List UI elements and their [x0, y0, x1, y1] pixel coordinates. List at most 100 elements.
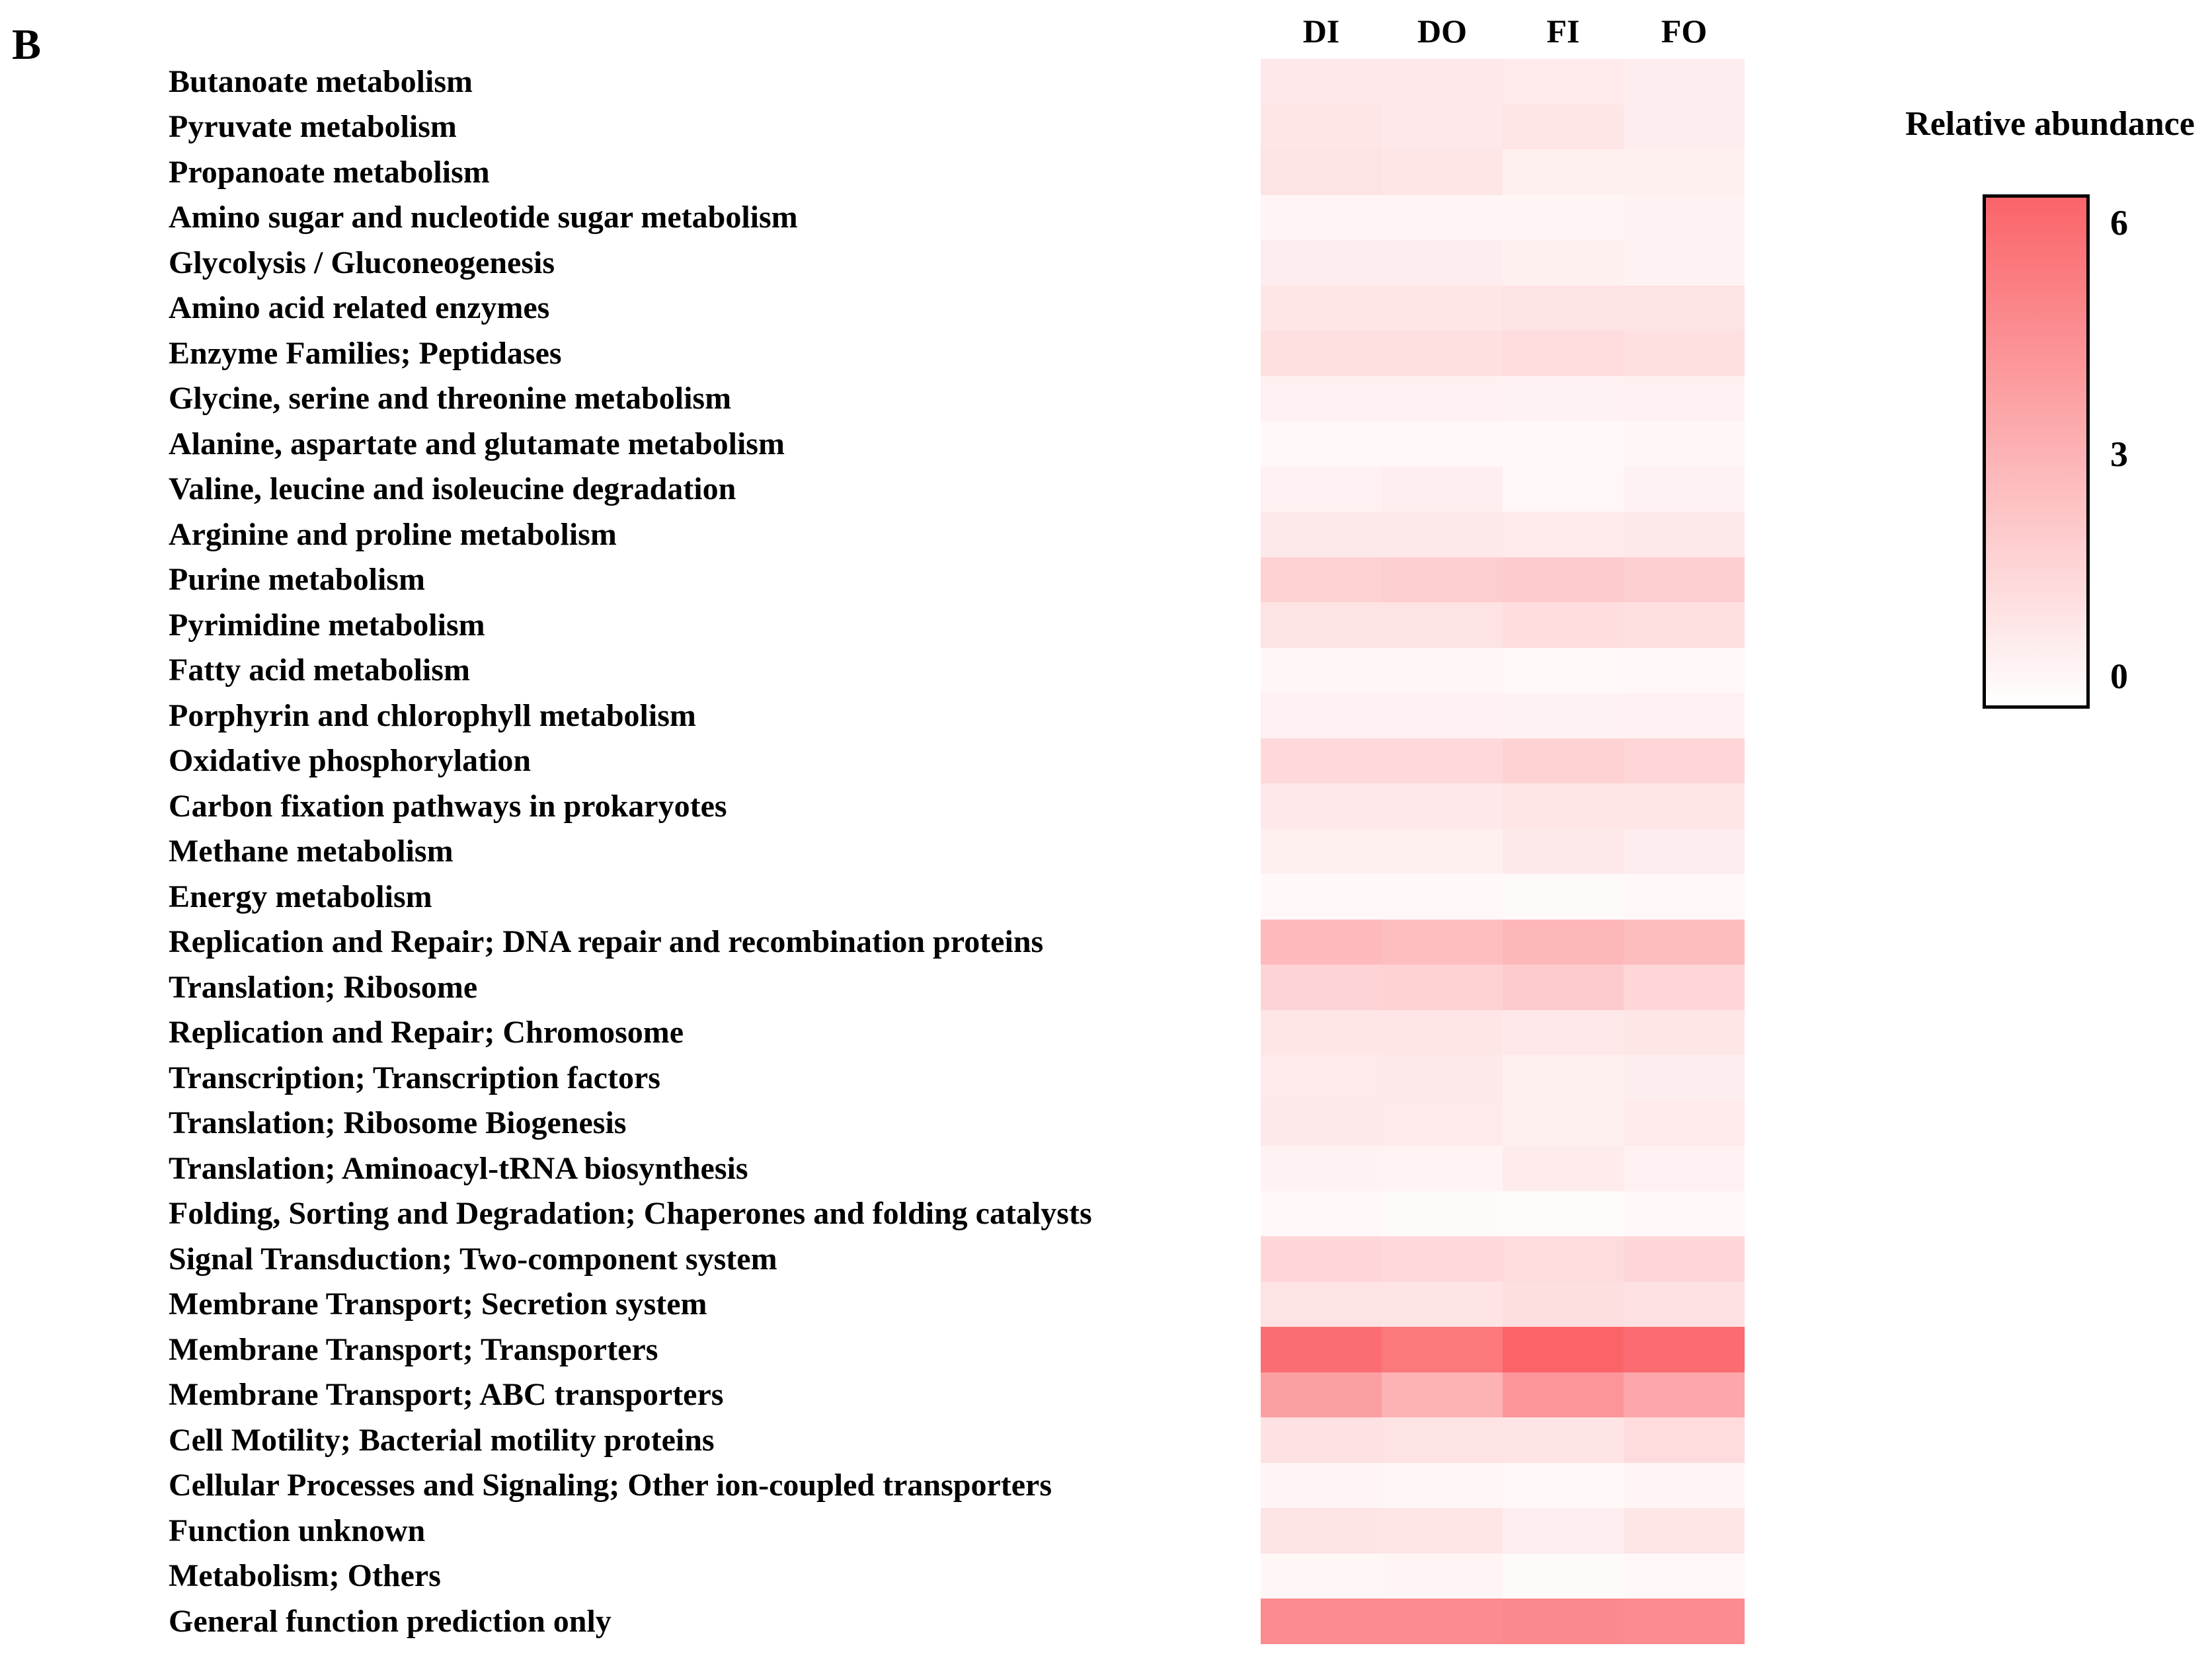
- heatmap-cell: [1382, 965, 1503, 1010]
- heatmap-cell: [1624, 421, 1745, 467]
- heatmap-cell: [1382, 1191, 1503, 1236]
- row-label: Glycolysis / Gluconeogenesis: [169, 245, 555, 280]
- heatmap-cell: [1624, 375, 1745, 421]
- heatmap-cell: [1261, 602, 1382, 648]
- heatmap-cell: [1382, 783, 1503, 829]
- heatmap-cell: [1382, 557, 1503, 602]
- heatmap-cell: [1503, 59, 1624, 104]
- heatmap-cell: [1624, 331, 1745, 376]
- row-label: Arginine and proline metabolism: [169, 516, 617, 552]
- heatmap-cell: [1261, 1009, 1382, 1055]
- heatmap-cell: [1503, 1191, 1624, 1236]
- row-label: Purine metabolism: [169, 562, 425, 598]
- heatmap-cell: [1382, 693, 1503, 738]
- heatmap-cell: [1503, 1417, 1624, 1463]
- heatmap-cell: [1503, 331, 1624, 376]
- heatmap-cell: [1261, 1462, 1382, 1508]
- heatmap-cell: [1624, 1508, 1745, 1554]
- heatmap-cell: [1624, 466, 1745, 512]
- row-label: Alanine, aspartate and glutamate metabol…: [169, 426, 785, 461]
- heatmap-cell: [1261, 512, 1382, 557]
- heatmap-cell: [1624, 1553, 1745, 1599]
- heatmap-cell: [1382, 285, 1503, 331]
- row-label: Methane metabolism: [169, 834, 454, 869]
- heatmap-cell: [1261, 1508, 1382, 1554]
- heatmap-cell: [1503, 104, 1624, 149]
- heatmap-cell: [1624, 59, 1745, 104]
- row-label: Function unknown: [169, 1513, 426, 1548]
- heatmap-cell: [1503, 149, 1624, 195]
- heatmap-cell: [1261, 104, 1382, 149]
- heatmap-cell: [1261, 919, 1382, 965]
- heatmap-cell: [1382, 1372, 1503, 1417]
- heatmap-cell: [1382, 647, 1503, 693]
- row-label: Cell Motility; Bacterial motility protei…: [169, 1422, 715, 1458]
- heatmap-cell: [1503, 1372, 1624, 1417]
- row-label: Transcription; Transcription factors: [169, 1060, 660, 1095]
- heatmap-cell: [1382, 194, 1503, 240]
- row-label: Replication and Repair; Chromosome: [169, 1015, 684, 1050]
- heatmap: [1261, 59, 1745, 1644]
- heatmap-cell: [1261, 59, 1382, 104]
- colorbar: [1983, 194, 2090, 709]
- heatmap-cell: [1503, 919, 1624, 965]
- heatmap-cell: [1261, 1236, 1382, 1282]
- heatmap-cell: [1503, 240, 1624, 286]
- heatmap-cell: [1503, 557, 1624, 602]
- heatmap-cell: [1261, 149, 1382, 195]
- row-label: Fatty acid metabolism: [169, 652, 470, 688]
- heatmap-cell: [1261, 1146, 1382, 1191]
- heatmap-cell: [1261, 647, 1382, 693]
- heatmap-cell: [1382, 1508, 1503, 1554]
- heatmap-cell: [1503, 693, 1624, 738]
- heatmap-cell: [1503, 828, 1624, 874]
- heatmap-cell: [1382, 375, 1503, 421]
- heatmap-cell: [1503, 1508, 1624, 1554]
- heatmap-cell: [1261, 1327, 1382, 1372]
- heatmap-cell: [1261, 1055, 1382, 1101]
- row-label: General function prediction only: [169, 1603, 612, 1639]
- heatmap-cell: [1382, 1055, 1503, 1101]
- heatmap-cell: [1624, 1462, 1745, 1508]
- heatmap-cell: [1261, 1599, 1382, 1644]
- column-header-di: DI: [1302, 13, 1340, 50]
- heatmap-cell: [1261, 1281, 1382, 1327]
- column-header-fo: FO: [1661, 13, 1708, 50]
- heatmap-cell: [1382, 1009, 1503, 1055]
- heatmap-cell: [1261, 965, 1382, 1010]
- heatmap-cell: [1503, 965, 1624, 1010]
- heatmap-cell: [1261, 194, 1382, 240]
- row-label: Membrane Transport; Transporters: [169, 1331, 658, 1367]
- row-label: Enzyme Families; Peptidases: [169, 335, 562, 371]
- heatmap-cell: [1624, 1236, 1745, 1282]
- heatmap-cell: [1261, 1372, 1382, 1417]
- row-label: Pyruvate metabolism: [169, 109, 457, 145]
- heatmap-cell: [1624, 1191, 1745, 1236]
- heatmap-cell: [1261, 466, 1382, 512]
- heatmap-cell: [1503, 1599, 1624, 1644]
- row-label: Translation; Ribosome: [169, 969, 478, 1005]
- heatmap-cell: [1624, 557, 1745, 602]
- heatmap-cell: [1261, 874, 1382, 920]
- heatmap-cell: [1624, 1417, 1745, 1463]
- heatmap-cell: [1503, 1553, 1624, 1599]
- heatmap-cell: [1503, 738, 1624, 783]
- colorbar-tick-mid: 3: [2110, 434, 2128, 474]
- heatmap-cell: [1382, 104, 1503, 149]
- colorbar-tick-max: 6: [2110, 203, 2128, 243]
- heatmap-cell: [1261, 738, 1382, 783]
- heatmap-cell: [1503, 1281, 1624, 1327]
- heatmap-cell: [1382, 1146, 1503, 1191]
- heatmap-cell: [1261, 1100, 1382, 1146]
- row-label: Translation; Ribosome Biogenesis: [169, 1105, 627, 1141]
- colorbar-tick-min: 0: [2110, 656, 2128, 696]
- heatmap-cell: [1503, 647, 1624, 693]
- heatmap-cell: [1382, 149, 1503, 195]
- heatmap-cell: [1624, 512, 1745, 557]
- heatmap-cell: [1261, 557, 1382, 602]
- heatmap-cell: [1624, 1599, 1745, 1644]
- heatmap-cell: [1261, 693, 1382, 738]
- heatmap-cell: [1261, 1553, 1382, 1599]
- heatmap-cell: [1382, 421, 1503, 467]
- column-header-do: DO: [1417, 13, 1467, 50]
